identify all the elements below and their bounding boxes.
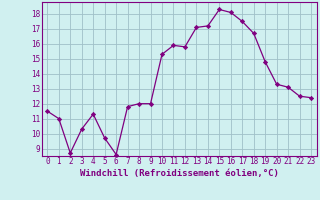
- X-axis label: Windchill (Refroidissement éolien,°C): Windchill (Refroidissement éolien,°C): [80, 169, 279, 178]
